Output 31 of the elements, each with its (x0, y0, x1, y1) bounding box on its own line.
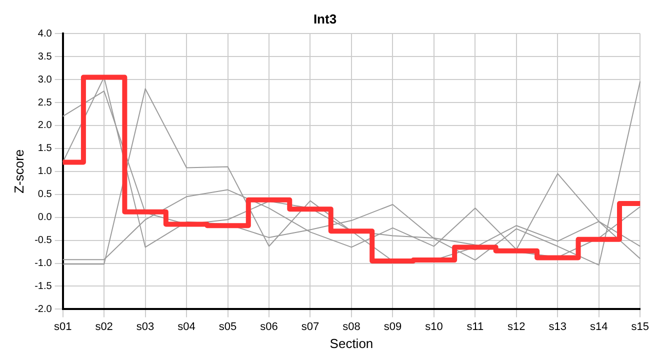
x-tick-label: s05 (218, 320, 237, 333)
x-tick-label: s03 (136, 320, 154, 333)
y-tick-label: 0.5 (38, 189, 52, 200)
y-tick-label: 1.5 (38, 143, 52, 154)
x-tick-label: s04 (178, 320, 196, 333)
x-tick-label: s06 (260, 320, 278, 333)
y-tick-label: 0.0 (38, 212, 52, 224)
x-tick-label: s02 (95, 320, 113, 333)
y-tick-label: 1.0 (38, 166, 52, 178)
chart-title: Int3 (313, 11, 337, 26)
y-tick-label: 3.0 (38, 74, 52, 86)
x-tick-label: s12 (508, 320, 526, 333)
x-tick-label: s07 (301, 320, 320, 333)
y-tick-label: 2.5 (38, 97, 52, 108)
y-tick-label: 4.0 (38, 28, 52, 40)
x-tick-label: s14 (590, 320, 608, 333)
x-tick-label: s11 (466, 320, 484, 333)
y-tick-label: -1.0 (34, 258, 52, 270)
x-axis-title: Section (330, 336, 374, 351)
y-tick-label: 3.5 (38, 51, 52, 62)
x-tick-label: s15 (631, 320, 650, 333)
y-tick-label: -1.5 (34, 280, 52, 292)
y-tick-label: 2.0 (38, 120, 52, 132)
y-axis-title: Z-score (11, 149, 26, 194)
x-tick-label: s01 (54, 320, 72, 333)
y-tick-label: -2.0 (34, 304, 52, 315)
x-tick-label: s10 (425, 320, 443, 333)
x-tick-label: s08 (342, 320, 360, 333)
y-tick-label: -0.5 (34, 235, 52, 246)
x-tick-label: s13 (548, 320, 567, 333)
x-tick-label: s09 (384, 320, 402, 333)
